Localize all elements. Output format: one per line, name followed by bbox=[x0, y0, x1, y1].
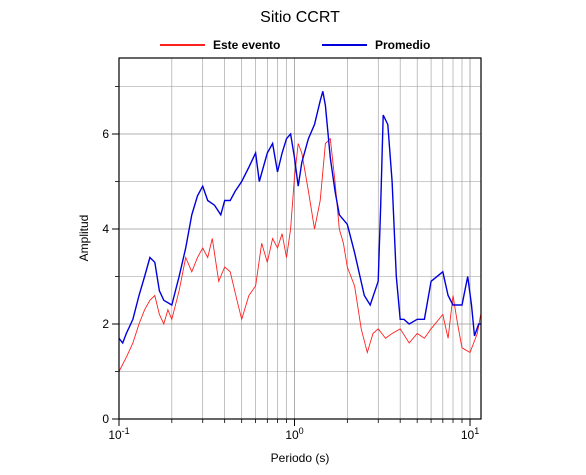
y-tick-label: 6 bbox=[102, 127, 109, 141]
legend-label: Promedio bbox=[375, 38, 430, 52]
data-line bbox=[118, 137, 482, 372]
y-axis-label: Amplitud bbox=[77, 215, 91, 262]
chart-title: Sitio CCRT bbox=[260, 9, 340, 26]
y-tick-label: 2 bbox=[102, 317, 109, 331]
legend-label: Este evento bbox=[213, 38, 280, 52]
data-line bbox=[118, 91, 481, 345]
x-tick-label: 10-1 bbox=[108, 426, 129, 442]
x-axis-label: Periodo (s) bbox=[271, 451, 330, 465]
y-tick-label: 4 bbox=[102, 222, 109, 236]
plot-frame bbox=[118, 57, 482, 420]
y-tick-label: 0 bbox=[102, 412, 109, 426]
x-tick-label: 101 bbox=[461, 426, 479, 442]
x-tick-label: 100 bbox=[285, 426, 303, 442]
